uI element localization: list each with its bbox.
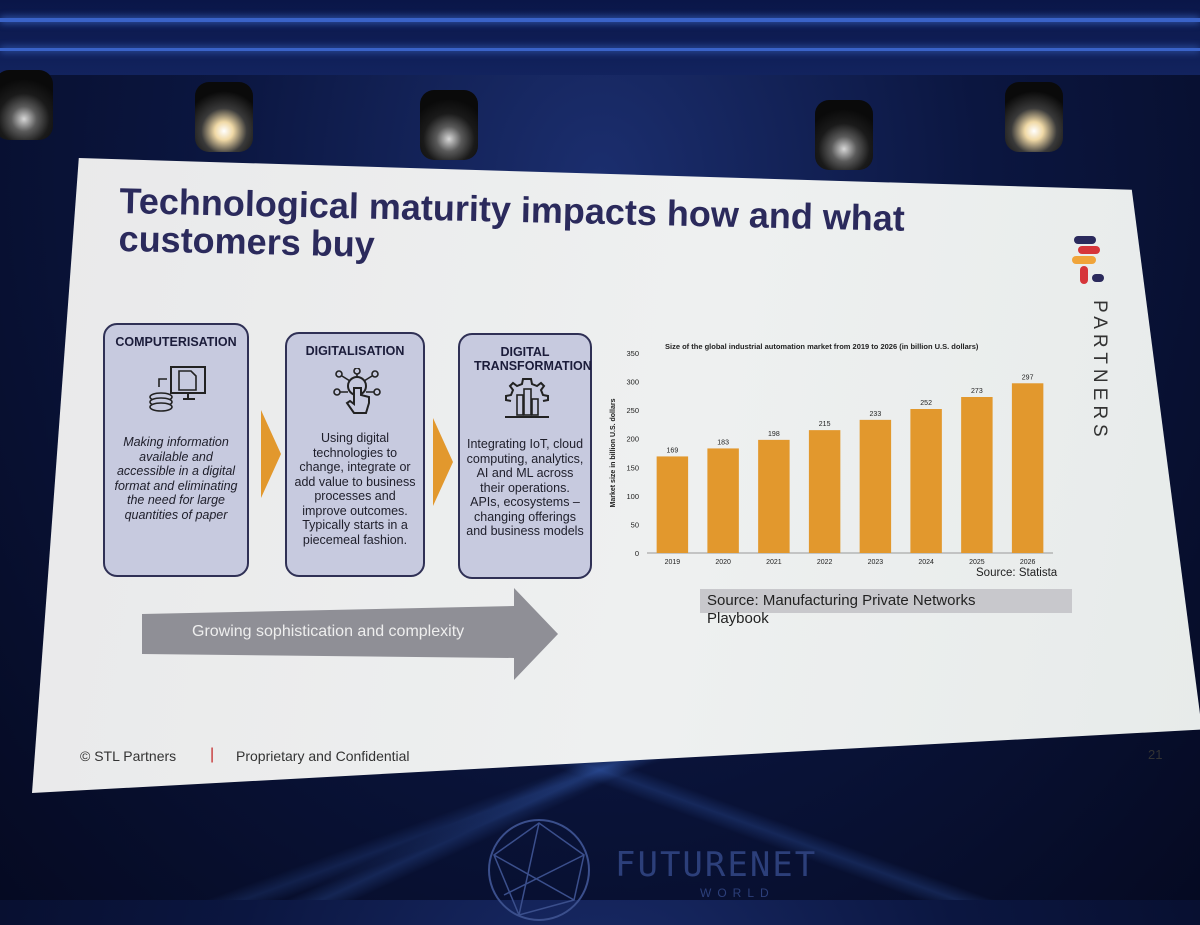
- bar-2020: [707, 448, 739, 553]
- stage-light: [0, 70, 53, 140]
- bar-2019: [656, 456, 689, 553]
- computer-documents-icon: [149, 366, 206, 412]
- stage-description: Making information available and accessi…: [114, 435, 238, 522]
- data-label: 233: [870, 411, 882, 418]
- chart-title: Size of the global industrial automation…: [665, 342, 979, 351]
- y-tick-label: 350: [626, 349, 639, 358]
- stage-digitalisation: DIGITALISATION Using digital technologie…: [285, 332, 425, 577]
- stage-digital-transformation: DIGITAL TRANSFORMATION Integrating IoT, …: [458, 333, 592, 579]
- stage-heading: DIGITAL TRANSFORMATION: [474, 345, 592, 373]
- y-tick-label: 300: [626, 378, 639, 387]
- y-tick-label: 0: [635, 549, 639, 558]
- footer-copyright: © STL Partners: [80, 748, 177, 764]
- data-label: 252: [920, 400, 932, 407]
- y-tick-label: 200: [626, 435, 639, 444]
- venue-subtitle: WORLD: [700, 886, 775, 900]
- x-tick-label: 2025: [969, 559, 985, 566]
- x-tick-label: 2026: [1020, 559, 1036, 566]
- sophistication-arrow: [142, 588, 558, 680]
- playbook-source-box: [700, 589, 1072, 613]
- touch-network-icon: [333, 368, 381, 414]
- stage-truss: [0, 0, 1200, 75]
- x-tick-label: 2022: [817, 559, 833, 566]
- stage-description: Using digital technologies to change, in…: [294, 431, 416, 547]
- bar-2022: [808, 430, 841, 553]
- stage-arrow-1: [261, 410, 281, 498]
- y-tick-label: 250: [626, 406, 639, 415]
- page-number: 21: [1148, 747, 1163, 762]
- stage-light: [815, 100, 873, 170]
- market-size-chart: Market size in billion U.S. dollars 0 50 10…: [610, 349, 1053, 566]
- stage-light: [195, 82, 253, 152]
- stage-heading: DIGITALISATION: [305, 344, 405, 358]
- x-tick-label: 2023: [868, 559, 884, 566]
- sophistication-label: Growing sophistication and complexity: [192, 623, 465, 640]
- stage-description: Integrating IoT, cloud computing, analyt…: [466, 437, 584, 538]
- x-tick-label: 2024: [918, 559, 934, 566]
- x-tick-label: 2021: [766, 559, 782, 566]
- stage-computerisation: COMPUTERISATION Making information avail…: [103, 323, 249, 577]
- y-tick-label: 150: [626, 463, 639, 472]
- bar-2024: [910, 409, 942, 553]
- y-tick-label: 50: [631, 520, 639, 529]
- stage-light: [1005, 82, 1063, 152]
- brand-partners: PARTNERS: [1089, 300, 1110, 442]
- data-label: 183: [717, 439, 729, 446]
- stage-heading: COMPUTERISATION: [115, 335, 237, 349]
- x-tick-label: 2020: [715, 559, 731, 566]
- x-tick-label: 2019: [665, 559, 681, 566]
- footer-confidential: Proprietary and Confidential: [236, 748, 410, 764]
- venue-globe-logo: [488, 819, 590, 921]
- data-label: 198: [768, 431, 780, 438]
- bar-2021: [758, 439, 790, 553]
- data-label: 297: [1022, 374, 1034, 381]
- bar-2025: [961, 397, 993, 553]
- y-axis-label: Market size in billion U.S. dollars: [610, 398, 617, 507]
- bar-2023: [859, 419, 892, 553]
- stage-arrow-2: [433, 418, 453, 506]
- stl-logo: [1072, 236, 1104, 284]
- bar-2026: [1011, 383, 1044, 553]
- y-tick-label: 100: [626, 492, 639, 501]
- data-label: 215: [819, 421, 831, 428]
- playbook-source: Source: Manufacturing Private Networks P…: [707, 592, 976, 627]
- gear-city-icon: [505, 378, 549, 418]
- data-label: 169: [667, 447, 679, 454]
- chart-source: Source: Statista: [976, 567, 1058, 579]
- stage-light: [420, 90, 478, 160]
- data-label: 273: [971, 388, 983, 395]
- footer-separator: |: [210, 746, 215, 763]
- venue-name: FUTURENET: [615, 845, 818, 885]
